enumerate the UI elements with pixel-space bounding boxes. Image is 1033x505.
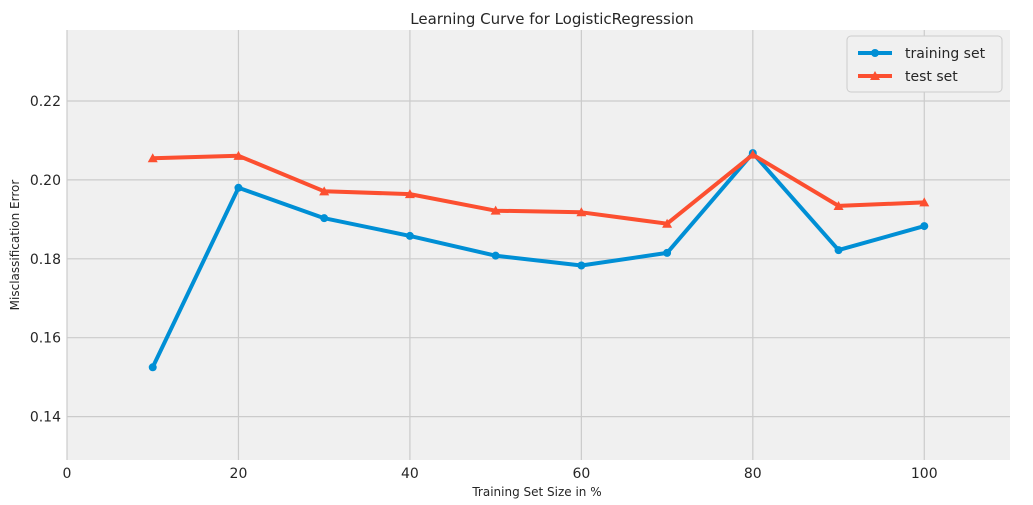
x-tick-label: 0	[63, 466, 72, 482]
data-point-training-set	[148, 363, 157, 372]
data-point-test-set	[147, 153, 158, 163]
chart-title: Learning Curve for LogisticRegression	[410, 10, 693, 28]
data-point-training-set	[920, 222, 929, 231]
legend-marker-training	[871, 49, 879, 57]
x-tick-label: 100	[911, 466, 938, 482]
legend: training set test set	[846, 35, 1003, 93]
x-tick-label: 20	[230, 466, 248, 482]
data-point-test-set	[919, 197, 930, 207]
y-tick-label: 0.14	[30, 410, 61, 426]
x-tick-label: 40	[401, 466, 419, 482]
data-point-test-set	[404, 189, 415, 199]
series-line-training-set	[150, 151, 927, 370]
data-point-training-set	[577, 261, 586, 270]
y-tick-label: 0.16	[30, 331, 61, 347]
y-axis-label: Misclassification Error	[8, 180, 22, 311]
data-point-test-set	[490, 205, 501, 215]
y-tick-label: 0.20	[30, 173, 61, 189]
series-line-test-set	[150, 152, 927, 226]
y-tick-label: 0.18	[30, 252, 61, 268]
data-point-training-set	[834, 246, 843, 255]
data-point-test-set	[319, 186, 330, 196]
data-point-test-set	[833, 200, 844, 210]
data-point-test-set	[747, 149, 758, 159]
legend-marker-test	[870, 71, 880, 80]
data-point-test-set	[576, 207, 587, 217]
data-point-training-set	[491, 251, 500, 260]
data-point-training-set	[405, 231, 414, 240]
legend-label-training: training set	[905, 46, 986, 62]
data-point-training-set	[663, 248, 672, 257]
x-tick-label: 60	[572, 466, 590, 482]
x-tick-label: 80	[744, 466, 762, 482]
series-layer	[147, 149, 930, 372]
y-tick-label: 0.22	[30, 94, 61, 110]
data-point-test-set	[233, 150, 244, 160]
plot-area	[67, 30, 1010, 460]
data-point-test-set	[662, 218, 673, 228]
data-point-training-set	[234, 183, 243, 192]
tick-labels: 0 20 40 60 80 100 0.14 0.16 0.18 0.20 0.22	[30, 94, 938, 482]
legend-label-test: test set	[905, 69, 958, 85]
data-point-training-set	[320, 214, 329, 223]
x-axis-label: Training Set Size in %	[471, 485, 601, 499]
